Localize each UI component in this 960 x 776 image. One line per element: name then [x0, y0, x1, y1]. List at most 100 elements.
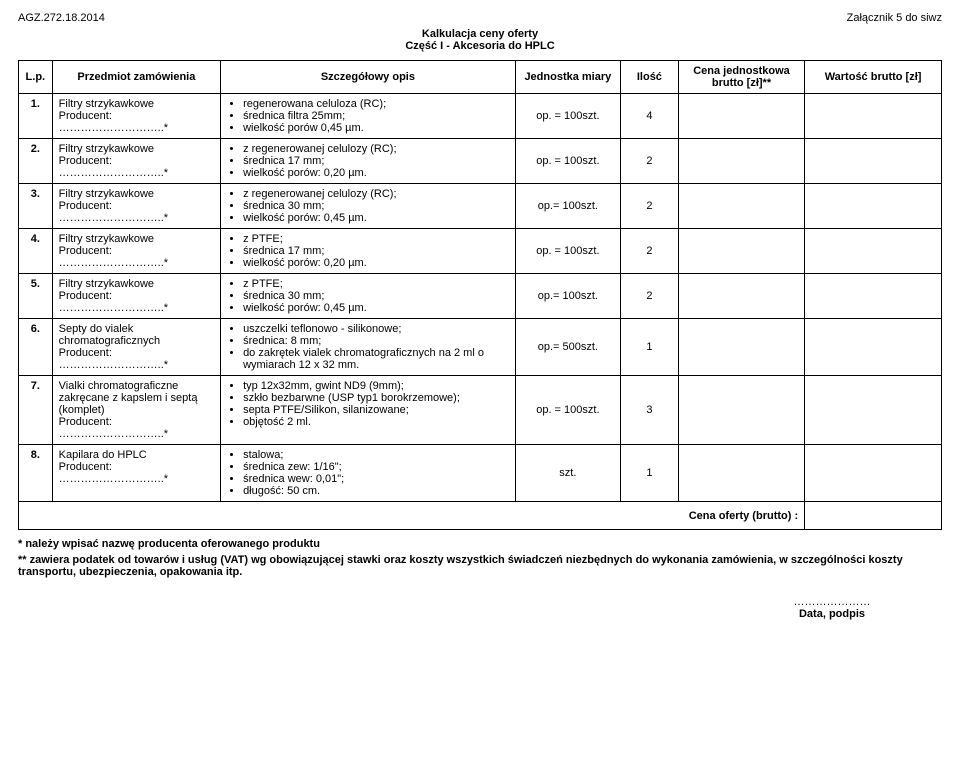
- description-bullet: z regenerowanej celulozy (RC);: [243, 143, 509, 155]
- description-cell: stalowa;średnica zew: 1/16";średnica wew…: [221, 445, 516, 502]
- signature-label: Data, podpis: [799, 608, 865, 620]
- description-bullet: objętość 2 ml.: [243, 416, 509, 428]
- producer-label: Producent:: [59, 155, 214, 167]
- unit-cell: op. = 100szt.: [515, 229, 620, 274]
- title-line1: Kalkulacja ceny oferty: [18, 28, 942, 40]
- producer-input-line[interactable]: ………………………..*: [59, 257, 214, 269]
- table-row: 2.Filtry strzykawkoweProducent:…………………………: [19, 139, 942, 184]
- item-name: Vialki chromatograficzne zakręcane z kap…: [59, 380, 214, 416]
- description-bullet: typ 12x32mm, gwint ND9 (9mm);: [243, 380, 509, 392]
- qty-cell: 1: [620, 319, 678, 376]
- description-bullet: średnica 30 mm;: [243, 290, 509, 302]
- unit-cell: op. = 100szt.: [515, 376, 620, 445]
- description-bullet: szkło bezbarwne (USP typ1 borokrzemowe);: [243, 392, 509, 404]
- title-line2: Część I - Akcesoria do HPLC: [18, 40, 942, 52]
- col-lp: L.p.: [19, 61, 53, 94]
- producer-input-line[interactable]: ………………………..*: [59, 167, 214, 179]
- row-number: 8.: [19, 445, 53, 502]
- item-cell: Septy do vialek chromatograficznychProdu…: [52, 319, 220, 376]
- col-item: Przedmiot zamówienia: [52, 61, 220, 94]
- col-qty: Ilość: [620, 61, 678, 94]
- description-bullet: średnica 17 mm;: [243, 245, 509, 257]
- row-number: 1.: [19, 94, 53, 139]
- item-name: Filtry strzykawkowe: [59, 98, 214, 110]
- total-label: Cena oferty (brutto) :: [19, 502, 805, 530]
- total-row: Cena oferty (brutto) :: [19, 502, 942, 530]
- unit-price-cell[interactable]: [678, 229, 804, 274]
- value-cell[interactable]: [805, 184, 942, 229]
- col-desc: Szczegółowy opis: [221, 61, 516, 94]
- unit-price-cell[interactable]: [678, 376, 804, 445]
- col-val: Wartość brutto [zł]: [805, 61, 942, 94]
- description-bullet: średnica wew: 0,01";: [243, 473, 509, 485]
- description-bullet: regenerowana celuloza (RC);: [243, 98, 509, 110]
- qty-cell: 2: [620, 274, 678, 319]
- table-row: 7.Vialki chromatograficzne zakręcane z k…: [19, 376, 942, 445]
- producer-input-line[interactable]: ………………………..*: [59, 212, 214, 224]
- description-bullet: średnica 30 mm;: [243, 200, 509, 212]
- item-name: Septy do vialek chromatograficznych: [59, 323, 214, 347]
- total-value-cell[interactable]: [805, 502, 942, 530]
- unit-cell: op.= 500szt.: [515, 319, 620, 376]
- unit-cell: op. = 100szt.: [515, 139, 620, 184]
- item-cell: Filtry strzykawkoweProducent:………………………..…: [52, 274, 220, 319]
- signature-dots: …………………: [722, 596, 942, 608]
- description-cell: z regenerowanej celulozy (RC);średnica 1…: [221, 139, 516, 184]
- producer-input-line[interactable]: ………………………..*: [59, 122, 214, 134]
- unit-price-cell[interactable]: [678, 184, 804, 229]
- item-name: Filtry strzykawkowe: [59, 233, 214, 245]
- value-cell[interactable]: [805, 139, 942, 184]
- description-bullet: średnica filtra 25mm;: [243, 110, 509, 122]
- producer-input-line[interactable]: ………………………..*: [59, 428, 214, 440]
- value-cell[interactable]: [805, 376, 942, 445]
- doc-ref: AGZ.272.18.2014: [18, 12, 105, 24]
- description-cell: z PTFE;średnica 30 mm;wielkość porów: 0,…: [221, 274, 516, 319]
- item-name: Kapilara do HPLC: [59, 449, 214, 461]
- row-number: 7.: [19, 376, 53, 445]
- item-cell: Filtry strzykawkoweProducent:………………………..…: [52, 94, 220, 139]
- description-bullet: septa PTFE/Silikon, silanizowane;: [243, 404, 509, 416]
- value-cell[interactable]: [805, 229, 942, 274]
- table-row: 6.Septy do vialek chromatograficznychPro…: [19, 319, 942, 376]
- producer-input-line[interactable]: ………………………..*: [59, 473, 214, 485]
- description-bullet: wielkość porów: 0,45 µm.: [243, 302, 509, 314]
- description-bullet: wielkość porów: 0,45 µm.: [243, 212, 509, 224]
- producer-input-line[interactable]: ………………………..*: [59, 359, 214, 371]
- qty-cell: 3: [620, 376, 678, 445]
- table-row: 3.Filtry strzykawkoweProducent:…………………………: [19, 184, 942, 229]
- pricing-table: L.p. Przedmiot zamówienia Szczegółowy op…: [18, 60, 942, 530]
- unit-cell: op.= 100szt.: [515, 274, 620, 319]
- unit-price-cell[interactable]: [678, 94, 804, 139]
- qty-cell: 2: [620, 184, 678, 229]
- value-cell[interactable]: [805, 274, 942, 319]
- unit-cell: szt.: [515, 445, 620, 502]
- description-bullet: długość: 50 cm.: [243, 485, 509, 497]
- unit-price-cell[interactable]: [678, 319, 804, 376]
- table-header-row: L.p. Przedmiot zamówienia Szczegółowy op…: [19, 61, 942, 94]
- table-row: 5.Filtry strzykawkoweProducent:…………………………: [19, 274, 942, 319]
- item-cell: Kapilara do HPLCProducent:………………………..*: [52, 445, 220, 502]
- description-bullet: uszczelki teflonowo - silikonowe;: [243, 323, 509, 335]
- value-cell[interactable]: [805, 94, 942, 139]
- producer-label: Producent:: [59, 110, 214, 122]
- value-cell[interactable]: [805, 319, 942, 376]
- item-cell: Filtry strzykawkoweProducent:………………………..…: [52, 139, 220, 184]
- unit-price-cell[interactable]: [678, 139, 804, 184]
- item-cell: Filtry strzykawkoweProducent:………………………..…: [52, 229, 220, 274]
- table-row: 4.Filtry strzykawkoweProducent:…………………………: [19, 229, 942, 274]
- col-unit: Jednostka miary: [515, 61, 620, 94]
- table-row: 8.Kapilara do HPLCProducent:………………………..*…: [19, 445, 942, 502]
- description-bullet: stalowa;: [243, 449, 509, 461]
- value-cell[interactable]: [805, 445, 942, 502]
- unit-cell: op.= 100szt.: [515, 184, 620, 229]
- unit-price-cell[interactable]: [678, 274, 804, 319]
- producer-input-line[interactable]: ………………………..*: [59, 302, 214, 314]
- row-number: 3.: [19, 184, 53, 229]
- footnote-2: ** zawiera podatek od towarów i usług (V…: [18, 554, 903, 578]
- item-name: Filtry strzykawkowe: [59, 143, 214, 155]
- description-cell: uszczelki teflonowo - silikonowe;średnic…: [221, 319, 516, 376]
- table-row: 1.Filtry strzykawkoweProducent:…………………………: [19, 94, 942, 139]
- description-bullet: z regenerowanej celulozy (RC);: [243, 188, 509, 200]
- description-bullet: wielkość porów: 0,20 µm.: [243, 167, 509, 179]
- unit-price-cell[interactable]: [678, 445, 804, 502]
